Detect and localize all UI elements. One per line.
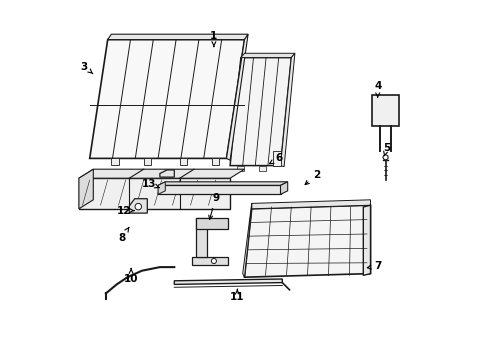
Text: 1: 1 bbox=[210, 31, 217, 46]
Text: 7: 7 bbox=[366, 261, 381, 271]
Text: 12: 12 bbox=[117, 206, 134, 216]
Polygon shape bbox=[160, 170, 174, 177]
Polygon shape bbox=[196, 218, 206, 257]
Polygon shape bbox=[174, 279, 282, 284]
Text: 9: 9 bbox=[208, 193, 219, 219]
Text: 2: 2 bbox=[305, 170, 320, 185]
Text: 10: 10 bbox=[123, 269, 138, 284]
Polygon shape bbox=[273, 151, 280, 166]
Polygon shape bbox=[158, 182, 287, 185]
Text: 3: 3 bbox=[81, 62, 93, 74]
Circle shape bbox=[382, 155, 387, 160]
Polygon shape bbox=[371, 95, 399, 126]
Polygon shape bbox=[244, 205, 370, 277]
Polygon shape bbox=[79, 169, 244, 178]
Polygon shape bbox=[129, 199, 147, 213]
Polygon shape bbox=[212, 158, 219, 165]
Text: 4: 4 bbox=[373, 81, 381, 97]
Polygon shape bbox=[363, 205, 370, 275]
Circle shape bbox=[211, 258, 216, 264]
Polygon shape bbox=[241, 53, 294, 58]
Polygon shape bbox=[280, 53, 294, 167]
Polygon shape bbox=[226, 34, 247, 160]
Polygon shape bbox=[79, 169, 93, 209]
Polygon shape bbox=[237, 166, 244, 171]
Polygon shape bbox=[258, 166, 265, 171]
Text: 13: 13 bbox=[142, 179, 159, 189]
Text: 11: 11 bbox=[229, 289, 244, 302]
Circle shape bbox=[135, 203, 141, 210]
Polygon shape bbox=[158, 185, 280, 194]
Polygon shape bbox=[89, 40, 244, 158]
Polygon shape bbox=[79, 178, 230, 209]
Text: 6: 6 bbox=[269, 153, 282, 164]
Polygon shape bbox=[242, 203, 251, 277]
Polygon shape bbox=[158, 182, 165, 194]
Polygon shape bbox=[196, 218, 228, 229]
Polygon shape bbox=[230, 58, 291, 166]
Text: 8: 8 bbox=[118, 228, 129, 243]
Polygon shape bbox=[143, 158, 151, 165]
Polygon shape bbox=[192, 257, 228, 265]
Polygon shape bbox=[111, 158, 118, 165]
Polygon shape bbox=[179, 158, 186, 165]
Text: 5: 5 bbox=[382, 143, 389, 156]
Polygon shape bbox=[251, 200, 370, 209]
Polygon shape bbox=[280, 182, 287, 194]
Polygon shape bbox=[107, 34, 247, 40]
